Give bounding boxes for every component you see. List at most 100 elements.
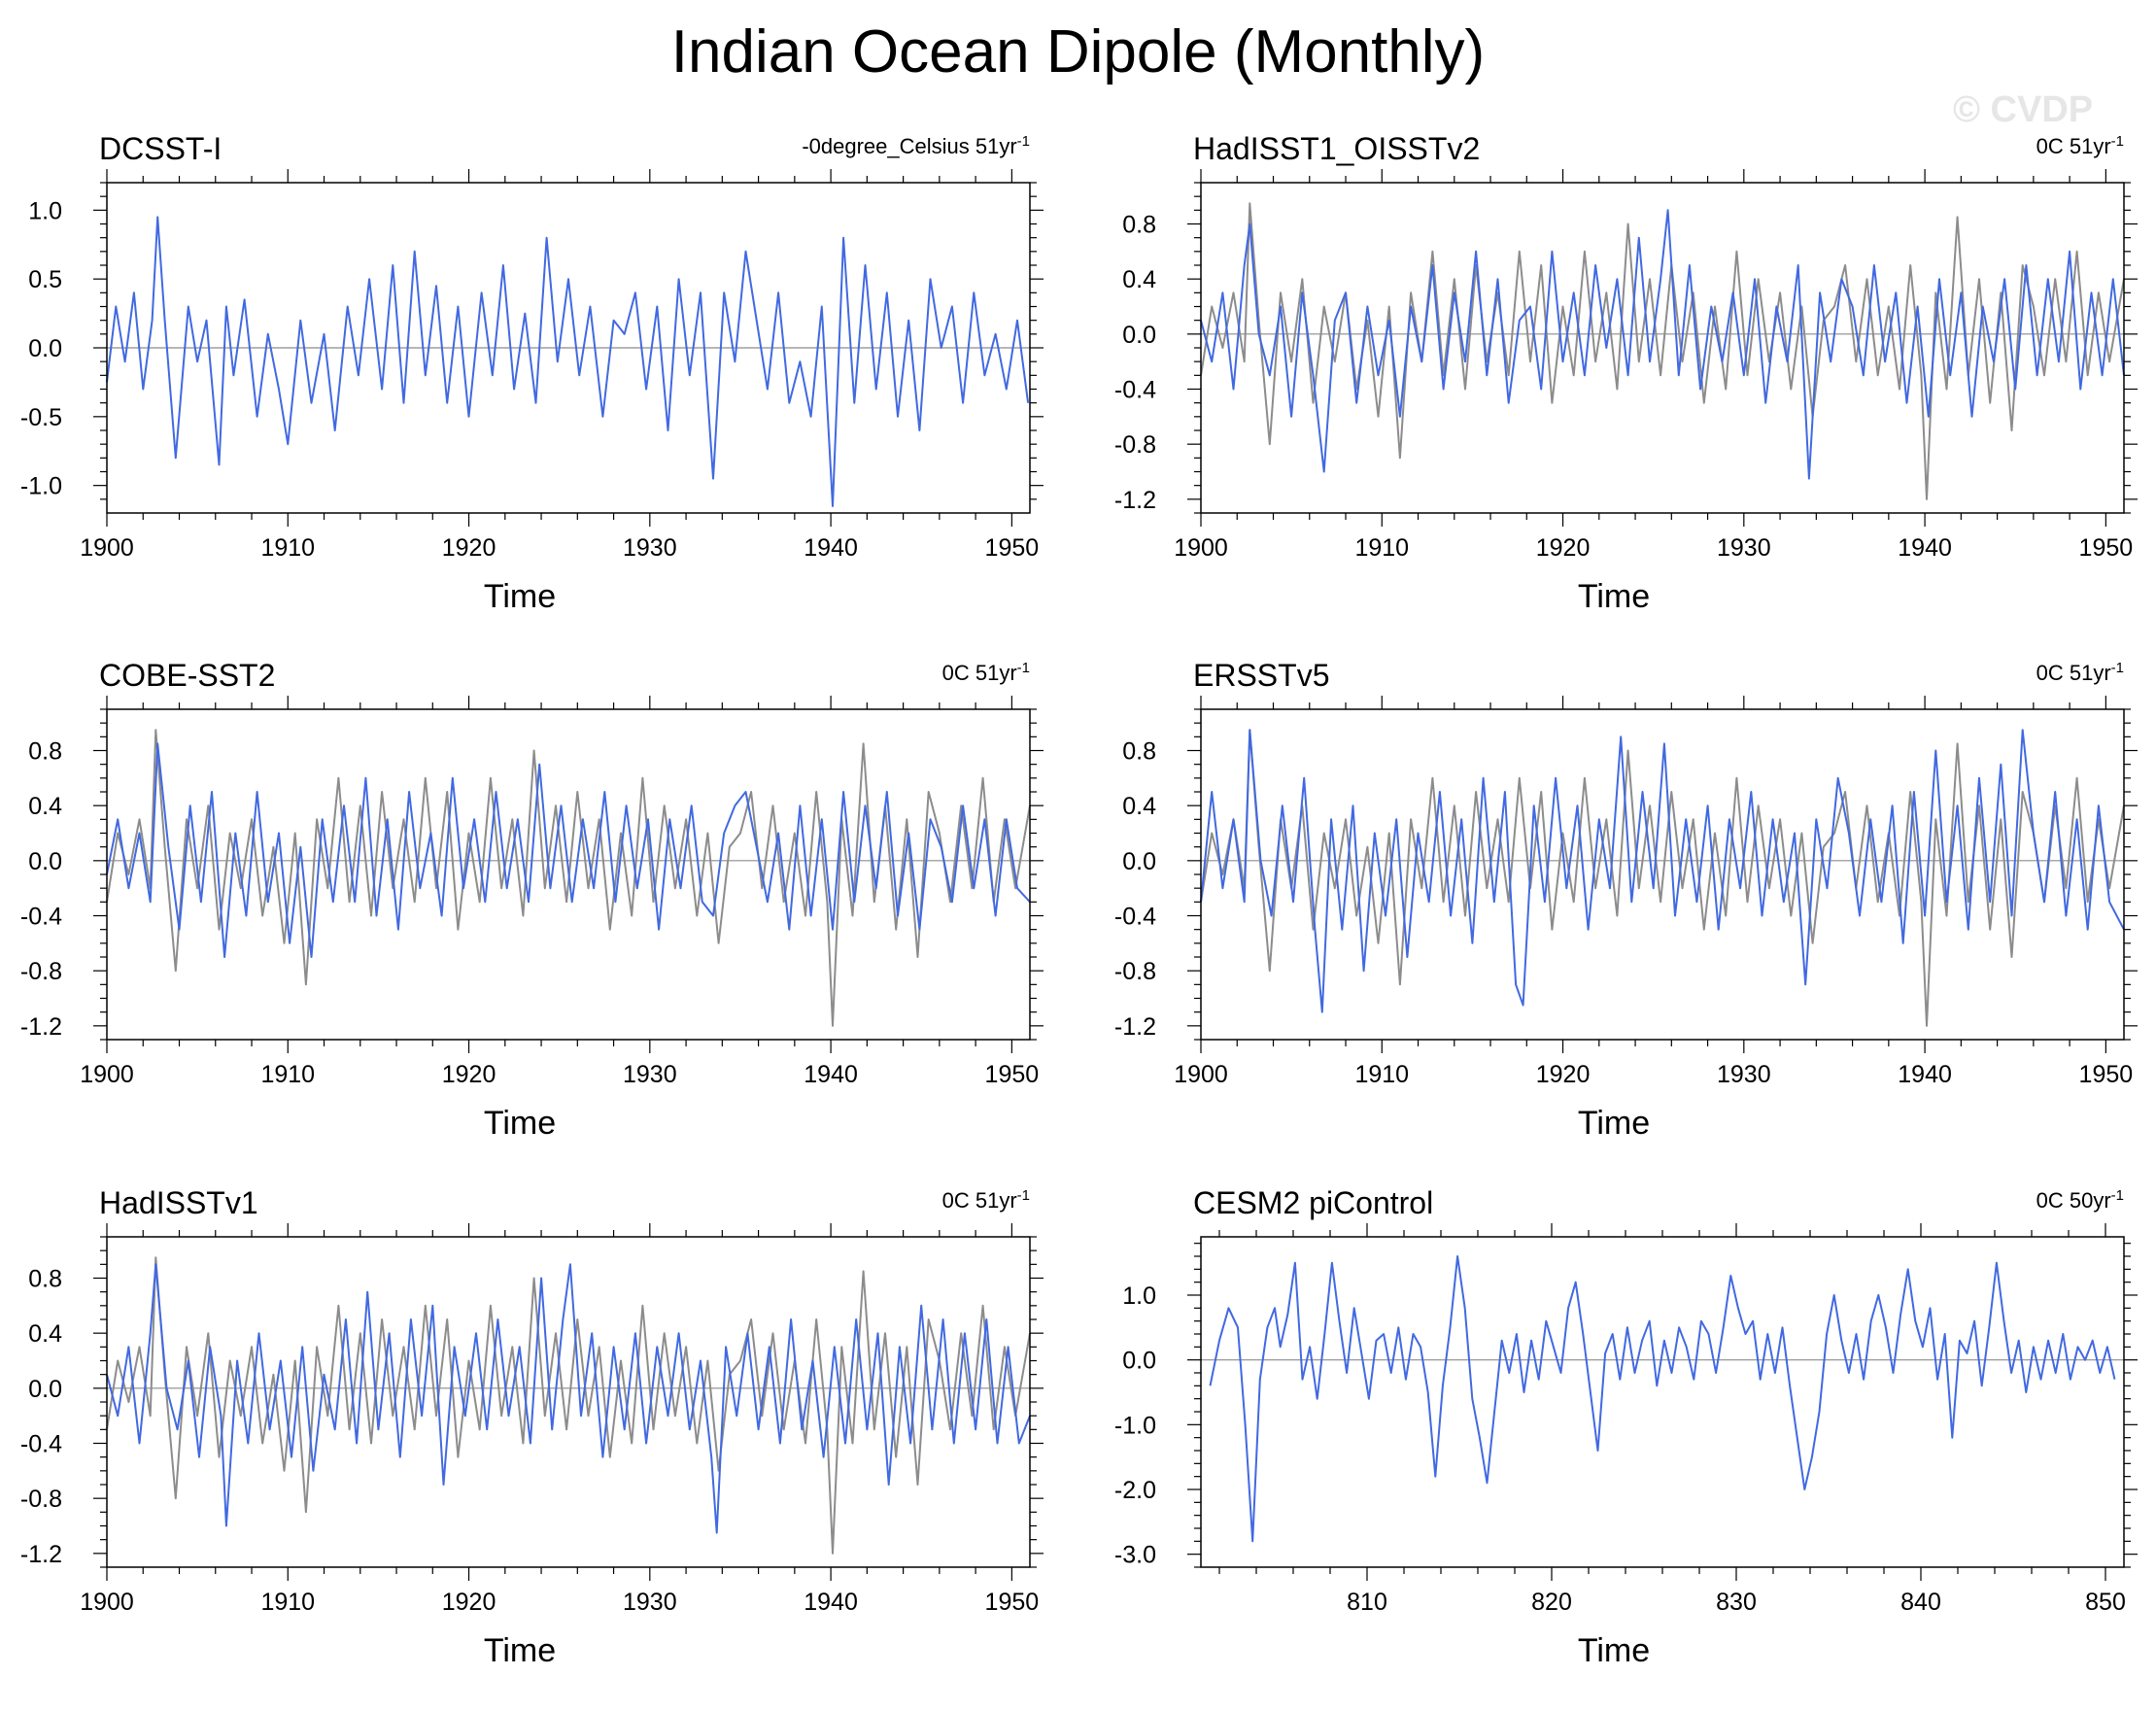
y-tick-label: 0.0 bbox=[1122, 848, 1156, 875]
x-tick-label: 1910 bbox=[260, 1061, 315, 1088]
x-tick-label: 1930 bbox=[623, 1589, 677, 1616]
y-tick-label: 0.0 bbox=[28, 1376, 62, 1403]
panel-4: ERSSTv5 0C 51yr-1 1900 1910 1920 1930 1940 1950… bbox=[1114, 658, 2138, 1142]
y-tick-label: -1.0 bbox=[20, 473, 62, 500]
y-tick-label: -0.8 bbox=[1114, 431, 1156, 459]
panel-title: HadISST1_OISSTv2 bbox=[1193, 131, 1480, 166]
x-tick-label: 810 bbox=[1347, 1589, 1387, 1616]
x-tick-label: 1950 bbox=[985, 1061, 1040, 1088]
x-tick-label: 1910 bbox=[1354, 534, 1409, 562]
page-title: Indian Ocean Dipole (Monthly) bbox=[670, 18, 1486, 86]
y-tick-label: 0.0 bbox=[28, 335, 62, 362]
x-axis-title: Time bbox=[484, 1105, 556, 1142]
series-line bbox=[1200, 209, 2125, 480]
y-tick-label: -3.0 bbox=[1114, 1542, 1156, 1569]
y-tick-label: -0.4 bbox=[1114, 904, 1156, 931]
x-axis-title: Time bbox=[1578, 578, 1650, 615]
x-axis-title: Time bbox=[1578, 1632, 1650, 1669]
y-tick-label: 1.0 bbox=[1122, 1282, 1156, 1310]
y-tick-label: 0.0 bbox=[1122, 1348, 1156, 1375]
units-label: 0C 50yr-1 bbox=[2036, 1187, 2124, 1214]
series-line bbox=[106, 742, 1031, 958]
panel-1: DCSST-I -0degree_Celsius 51yr-1 1900 1910 19… bbox=[20, 131, 1044, 615]
y-tick-label: -1.2 bbox=[1114, 1013, 1156, 1041]
panel-title: HadISSTv1 bbox=[99, 1185, 258, 1220]
y-tick-label: 0.4 bbox=[1122, 266, 1156, 293]
panel-5: HadISSTv1 0C 51yr-1 1900 1910 1920 1930 1940 19… bbox=[20, 1185, 1044, 1669]
series-line bbox=[106, 216, 1030, 507]
x-axis-title: Time bbox=[1578, 1105, 1650, 1142]
watermark-text: © CVDP bbox=[1953, 89, 2094, 130]
y-tick-label: -1.2 bbox=[20, 1541, 62, 1568]
x-tick-label: 1930 bbox=[623, 1061, 677, 1088]
x-tick-label: 1940 bbox=[804, 534, 858, 562]
x-axis-title: Time bbox=[484, 1632, 556, 1669]
x-tick-label: 1950 bbox=[2079, 1061, 2134, 1088]
y-tick-label: -0.8 bbox=[1114, 958, 1156, 985]
x-tick-label: 1900 bbox=[80, 1589, 134, 1616]
x-tick-label: 850 bbox=[2085, 1589, 2126, 1616]
panel-title: COBE-SST2 bbox=[99, 658, 275, 693]
x-tick-label: 1950 bbox=[985, 534, 1040, 562]
panel-title: DCSST-I bbox=[99, 131, 222, 166]
panel-6: CESM2 piControl 0C 50yr-1 810 820 830 840 850 1… bbox=[1114, 1185, 2138, 1669]
reference-series-line bbox=[106, 1256, 1031, 1555]
x-tick-label: 1900 bbox=[1174, 1061, 1228, 1088]
y-tick-label: -0.4 bbox=[20, 1431, 62, 1458]
y-tick-label: 0.5 bbox=[28, 266, 62, 293]
x-tick-label: 1930 bbox=[1717, 534, 1771, 562]
series-line bbox=[1209, 1255, 2116, 1543]
y-tick-label: -1.0 bbox=[1114, 1412, 1156, 1439]
x-tick-label: 1920 bbox=[442, 534, 496, 562]
plot-frame bbox=[1200, 1236, 2125, 1568]
x-tick-label: 1900 bbox=[80, 534, 134, 562]
x-tick-label: 1900 bbox=[1174, 534, 1228, 562]
x-tick-label: 1930 bbox=[623, 534, 677, 562]
y-tick-label: 0.4 bbox=[1122, 793, 1156, 820]
x-tick-label: 1940 bbox=[804, 1061, 858, 1088]
units-label: 0C 51yr-1 bbox=[942, 1187, 1030, 1214]
series-line bbox=[1200, 729, 2125, 1013]
x-tick-label: 840 bbox=[1900, 1589, 1941, 1616]
panel-2: HadISST1_OISSTv2 0C 51yr-1 1900 1910 1920 193… bbox=[1114, 131, 2138, 615]
y-tick-label: 0.0 bbox=[28, 848, 62, 875]
reference-series-line bbox=[1200, 202, 2125, 500]
x-tick-label: 1950 bbox=[985, 1589, 1040, 1616]
y-tick-label: 0.8 bbox=[28, 1266, 62, 1293]
x-tick-label: 1920 bbox=[442, 1589, 496, 1616]
units-label: 0C 51yr-1 bbox=[2036, 660, 2124, 686]
x-tick-label: 1910 bbox=[1354, 1061, 1409, 1088]
x-tick-label: 1920 bbox=[1536, 1061, 1591, 1088]
x-tick-label: 1940 bbox=[1898, 534, 1952, 562]
units-label: 0C 51yr-1 bbox=[942, 660, 1030, 686]
y-tick-label: -0.4 bbox=[20, 904, 62, 931]
x-tick-label: 830 bbox=[1716, 1589, 1757, 1616]
y-tick-label: -2.0 bbox=[1114, 1477, 1156, 1504]
x-tick-label: 1910 bbox=[260, 534, 315, 562]
units-label: -0degree_Celsius 51yr-1 bbox=[802, 133, 1030, 159]
y-tick-label: 0.4 bbox=[28, 1320, 62, 1348]
x-tick-label: 1920 bbox=[1536, 534, 1591, 562]
x-tick-label: 1940 bbox=[1898, 1061, 1952, 1088]
panel-3: COBE-SST2 0C 51yr-1 1900 1910 1920 1930 1940 19… bbox=[20, 658, 1044, 1142]
y-tick-label: 0.8 bbox=[28, 738, 62, 766]
x-tick-label: 1900 bbox=[80, 1061, 134, 1088]
y-tick-label: -0.8 bbox=[20, 1486, 62, 1513]
panel-title: CESM2 piControl bbox=[1193, 1185, 1433, 1220]
y-tick-label: -0.5 bbox=[20, 404, 62, 431]
y-tick-label: -1.2 bbox=[1114, 487, 1156, 514]
y-tick-label: 1.0 bbox=[28, 197, 62, 224]
y-tick-label: -0.8 bbox=[20, 958, 62, 985]
y-tick-label: 0.8 bbox=[1122, 212, 1156, 239]
x-tick-label: 1950 bbox=[2079, 534, 2134, 562]
x-tick-label: 1940 bbox=[804, 1589, 858, 1616]
units-label: 0C 51yr-1 bbox=[2036, 133, 2124, 159]
y-tick-label: -1.2 bbox=[20, 1013, 62, 1041]
x-tick-label: 1920 bbox=[442, 1061, 496, 1088]
series-line bbox=[106, 1263, 1031, 1534]
x-tick-label: 1930 bbox=[1717, 1061, 1771, 1088]
x-tick-label: 820 bbox=[1531, 1589, 1572, 1616]
x-tick-label: 1910 bbox=[260, 1589, 315, 1616]
y-tick-label: 0.4 bbox=[28, 793, 62, 820]
